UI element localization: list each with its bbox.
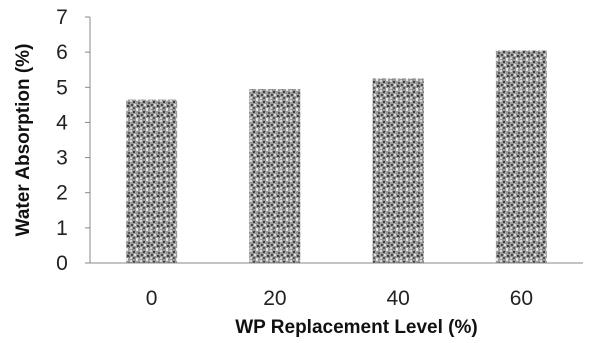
y-tick-label: 2: [56, 182, 68, 205]
y-tick-label: 5: [56, 76, 68, 99]
y-tick-label: 0: [56, 252, 68, 275]
bar-40: [372, 78, 424, 263]
x-tick-label: 40: [386, 287, 409, 310]
y-tick-label: 7: [56, 6, 68, 29]
bar-0: [126, 99, 178, 263]
y-axis-ticks: 0 1 2 3 4 5 6 7: [56, 6, 90, 275]
y-tick-label: 6: [56, 41, 68, 64]
bar-series: [126, 50, 547, 264]
x-axis-ticks: 0 20 40 60: [146, 287, 533, 310]
y-tick-label: 1: [56, 217, 68, 240]
x-tick-label: 0: [146, 287, 158, 310]
x-tick-label: 20: [263, 287, 286, 310]
y-axis-title: Water Absorption (%): [13, 44, 34, 237]
y-tick-label: 4: [56, 111, 68, 134]
x-tick-label: 60: [510, 287, 533, 310]
x-axis-title: WP Replacement Level (%): [235, 317, 478, 338]
bar-60: [495, 50, 547, 264]
y-tick-label: 3: [56, 147, 68, 170]
bar-20: [249, 89, 301, 264]
